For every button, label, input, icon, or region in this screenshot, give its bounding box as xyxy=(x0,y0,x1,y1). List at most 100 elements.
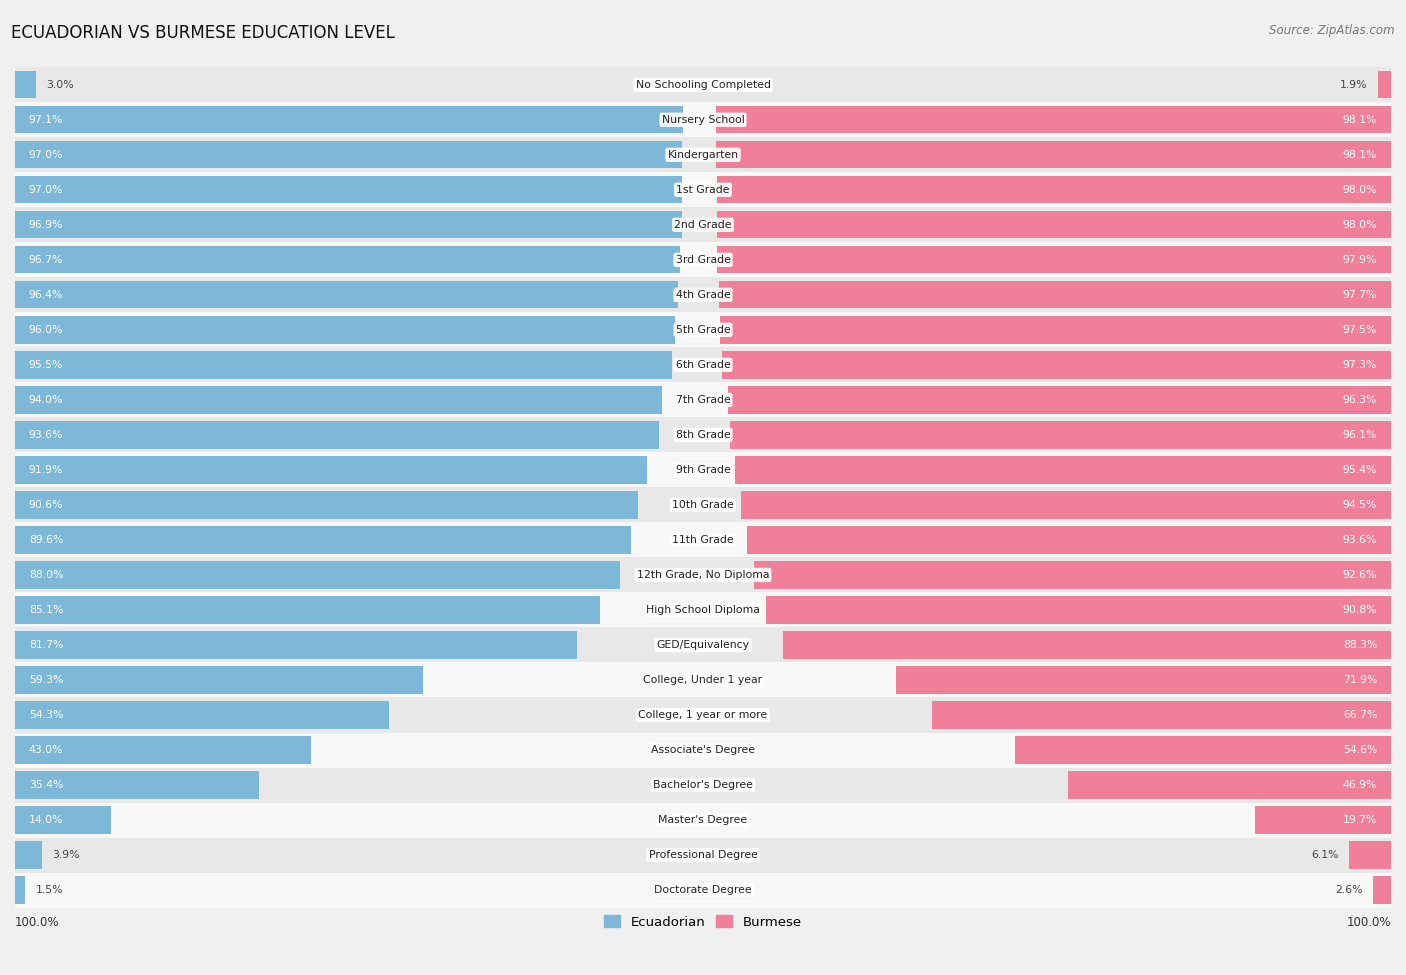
Text: 3.9%: 3.9% xyxy=(52,850,80,860)
Bar xyxy=(15,421,659,448)
Bar xyxy=(15,562,620,589)
Bar xyxy=(1348,841,1391,869)
Text: No Schooling Completed: No Schooling Completed xyxy=(636,80,770,90)
Text: Associate's Degree: Associate's Degree xyxy=(651,745,755,755)
Bar xyxy=(15,106,683,134)
Text: 66.7%: 66.7% xyxy=(1343,710,1378,720)
Text: Professional Degree: Professional Degree xyxy=(648,850,758,860)
Text: 88.3%: 88.3% xyxy=(1343,640,1378,650)
Text: 88.0%: 88.0% xyxy=(28,570,63,580)
Bar xyxy=(15,316,675,343)
Bar xyxy=(15,701,388,728)
Bar xyxy=(721,351,1391,378)
Bar xyxy=(741,491,1391,519)
Bar xyxy=(15,732,1391,767)
Bar xyxy=(718,281,1391,308)
Text: 4th Grade: 4th Grade xyxy=(676,290,730,300)
Bar xyxy=(15,312,1391,347)
Bar xyxy=(720,316,1391,343)
Text: 43.0%: 43.0% xyxy=(28,745,63,755)
Text: 8th Grade: 8th Grade xyxy=(676,430,730,440)
Text: College, Under 1 year: College, Under 1 year xyxy=(644,675,762,685)
Text: 91.9%: 91.9% xyxy=(28,465,63,475)
Text: 35.4%: 35.4% xyxy=(28,780,63,790)
Text: 14.0%: 14.0% xyxy=(28,815,63,825)
Bar xyxy=(15,662,1391,697)
Text: 12th Grade, No Diploma: 12th Grade, No Diploma xyxy=(637,570,769,580)
Bar xyxy=(735,456,1391,484)
Text: Bachelor's Degree: Bachelor's Degree xyxy=(652,780,754,790)
Text: 98.1%: 98.1% xyxy=(1343,115,1378,125)
Text: 93.6%: 93.6% xyxy=(1343,535,1378,545)
Text: 97.0%: 97.0% xyxy=(28,150,63,160)
Text: 95.5%: 95.5% xyxy=(28,360,63,370)
Bar xyxy=(15,208,1391,243)
Bar xyxy=(15,176,682,204)
Text: 96.9%: 96.9% xyxy=(28,219,63,230)
Bar xyxy=(15,877,25,904)
Text: 96.1%: 96.1% xyxy=(1343,430,1378,440)
Text: 9th Grade: 9th Grade xyxy=(676,465,730,475)
Text: 81.7%: 81.7% xyxy=(28,640,63,650)
Bar xyxy=(15,67,1391,102)
Bar xyxy=(15,873,1391,908)
Bar xyxy=(15,841,42,869)
Bar xyxy=(15,243,1391,277)
Bar xyxy=(15,767,1391,802)
Bar xyxy=(754,562,1391,589)
Bar xyxy=(15,417,1391,452)
Text: 97.1%: 97.1% xyxy=(28,115,63,125)
Bar xyxy=(15,212,682,239)
Text: 100.0%: 100.0% xyxy=(1347,916,1391,929)
Bar xyxy=(15,491,638,519)
Bar xyxy=(716,106,1391,134)
Bar xyxy=(15,281,678,308)
Bar xyxy=(766,597,1391,624)
Text: 6th Grade: 6th Grade xyxy=(676,360,730,370)
Text: 97.7%: 97.7% xyxy=(1343,290,1378,300)
Text: 3rd Grade: 3rd Grade xyxy=(675,254,731,265)
Text: 94.5%: 94.5% xyxy=(1343,500,1378,510)
Bar xyxy=(717,212,1391,239)
Text: 93.6%: 93.6% xyxy=(28,430,63,440)
Text: 11th Grade: 11th Grade xyxy=(672,535,734,545)
Bar xyxy=(15,137,1391,173)
Text: College, 1 year or more: College, 1 year or more xyxy=(638,710,768,720)
Text: 97.9%: 97.9% xyxy=(1343,254,1378,265)
Bar xyxy=(728,386,1391,413)
Bar xyxy=(1256,806,1391,834)
Text: 96.0%: 96.0% xyxy=(28,325,63,334)
Text: 100.0%: 100.0% xyxy=(15,916,59,929)
Text: 3.0%: 3.0% xyxy=(46,80,73,90)
Bar xyxy=(15,71,35,98)
Bar xyxy=(15,523,1391,558)
Text: 97.0%: 97.0% xyxy=(28,185,63,195)
Bar xyxy=(1069,771,1391,799)
Bar xyxy=(15,141,682,169)
Bar xyxy=(15,386,662,413)
Text: 2.6%: 2.6% xyxy=(1336,885,1362,895)
Bar xyxy=(932,701,1391,728)
Text: High School Diploma: High School Diploma xyxy=(647,604,759,615)
Text: 46.9%: 46.9% xyxy=(1343,780,1378,790)
Text: Source: ZipAtlas.com: Source: ZipAtlas.com xyxy=(1270,24,1395,37)
Bar xyxy=(15,597,600,624)
Bar xyxy=(15,838,1391,873)
Text: 59.3%: 59.3% xyxy=(28,675,63,685)
Bar xyxy=(717,176,1391,204)
Bar xyxy=(15,802,1391,838)
Bar xyxy=(15,697,1391,732)
Legend: Ecuadorian, Burmese: Ecuadorian, Burmese xyxy=(599,910,807,934)
Bar xyxy=(1378,71,1391,98)
Text: 5th Grade: 5th Grade xyxy=(676,325,730,334)
Text: 71.9%: 71.9% xyxy=(1343,675,1378,685)
Text: Master's Degree: Master's Degree xyxy=(658,815,748,825)
Text: Nursery School: Nursery School xyxy=(662,115,744,125)
Text: 54.6%: 54.6% xyxy=(1343,745,1378,755)
Text: 92.6%: 92.6% xyxy=(1343,570,1378,580)
Bar xyxy=(15,382,1391,417)
Text: 94.0%: 94.0% xyxy=(28,395,63,405)
Text: 2nd Grade: 2nd Grade xyxy=(675,219,731,230)
Bar xyxy=(15,736,311,763)
Text: 90.6%: 90.6% xyxy=(28,500,63,510)
